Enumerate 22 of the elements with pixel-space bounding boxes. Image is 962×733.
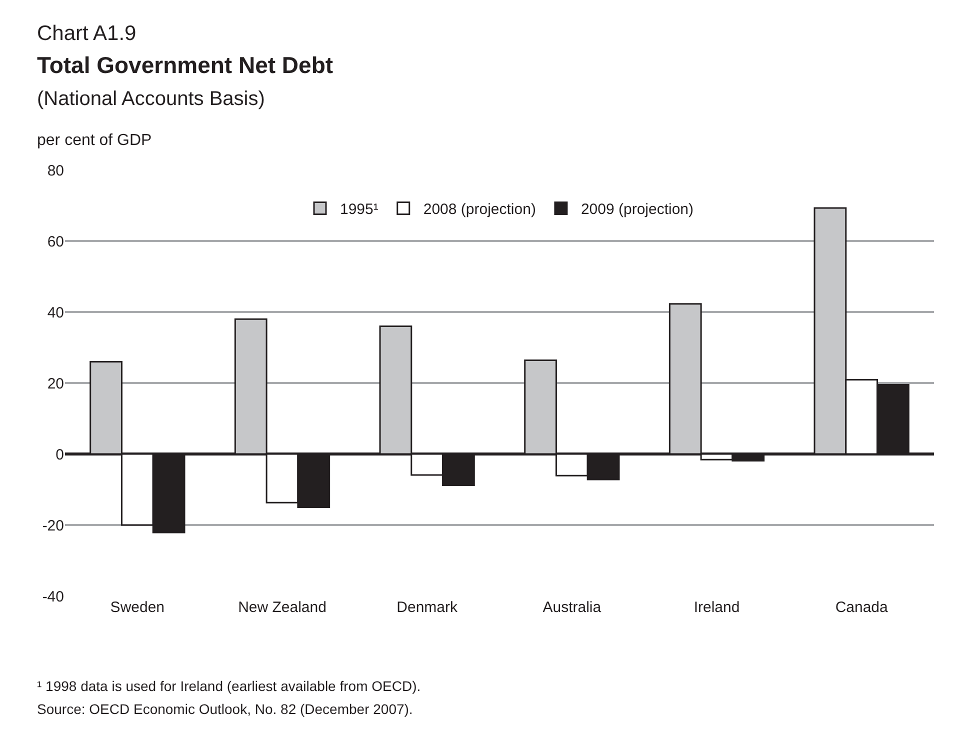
x-tick-label: Australia: [542, 599, 602, 616]
x-tick-label: Denmark: [396, 599, 458, 616]
source-note: Source: OECD Economic Outlook, No. 82 (December 2007).: [37, 701, 413, 717]
y-tick-label: 40: [47, 304, 64, 322]
legend-label: 2008 (projection): [423, 201, 536, 218]
x-tick-label: Sweden: [110, 599, 165, 616]
y-tick-label: -20: [42, 517, 64, 534]
y-tick-label: 0: [56, 446, 64, 464]
chart-subtitle: (National Accounts Basis): [37, 88, 265, 110]
y-tick-label: -40: [42, 588, 64, 606]
y-tick-label: 20: [47, 375, 64, 392]
legend-label: 2009 (projection): [580, 201, 694, 218]
x-tick-label: Canada: [835, 599, 889, 616]
text: ¹ 1998 data is used for Ireland (earliest available from OECD).: [37, 678, 421, 694]
y-tick-label: 80: [47, 162, 64, 180]
caption: Chart A1.9: [37, 22, 136, 45]
y-axis-title: per cent of GDP: [37, 132, 152, 149]
legend-label: 1995¹: [340, 201, 378, 218]
y-tick-label: 60: [47, 233, 64, 250]
x-tick-label: New Zealand: [238, 599, 326, 616]
x-tick-label: Ireland: [694, 599, 740, 616]
chart-title: Total Government Net Debt: [37, 52, 334, 78]
